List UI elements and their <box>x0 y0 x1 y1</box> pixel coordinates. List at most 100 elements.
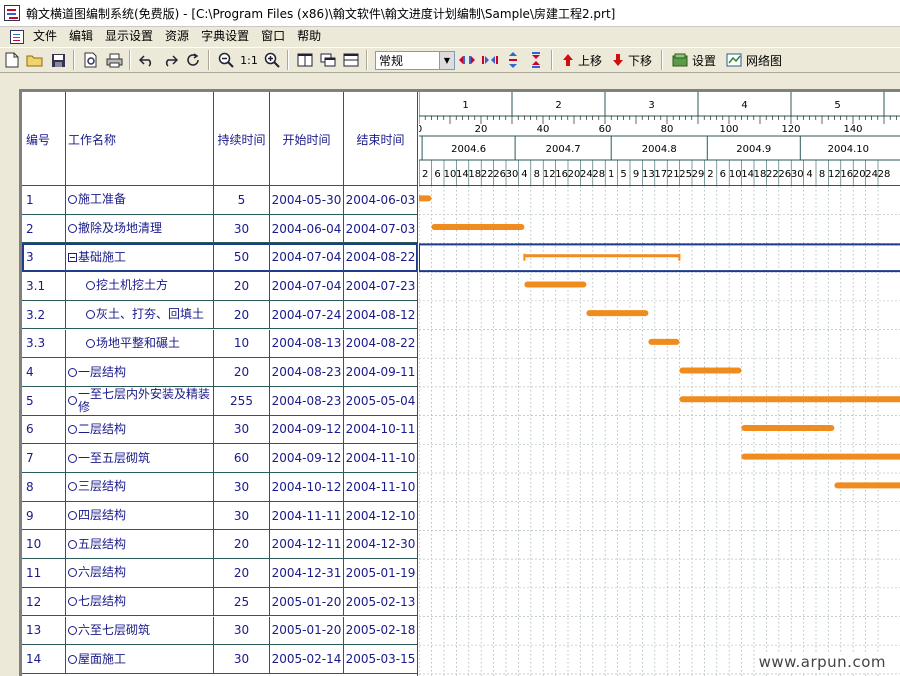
cell-duration[interactable]: 20 <box>214 559 270 587</box>
cell-start[interactable]: 2004-10-12 <box>270 473 344 501</box>
cell-duration[interactable]: 25 <box>214 587 270 616</box>
cell-start[interactable]: 2004-08-23 <box>270 358 344 386</box>
cell-id[interactable]: 2 <box>22 214 66 243</box>
header-id[interactable]: 编号 <box>22 92 66 186</box>
view-mode-select[interactable]: 常规 ▼ <box>375 50 455 70</box>
cell-id[interactable]: 4 <box>22 358 66 386</box>
table-row[interactable]: 3.3 场地平整和碾土 10 2004-08-13 2004-08-22 <box>22 329 417 359</box>
expand-vertical-button[interactable] <box>502 49 524 71</box>
cell-name[interactable]: 七层结构 <box>66 587 214 616</box>
cell-id[interactable]: 9 <box>22 501 66 530</box>
cell-start[interactable]: 2004-05-30 <box>270 186 344 214</box>
table-row[interactable]: 3.1 挖土机挖土方 20 2004-07-04 2004-07-23 <box>22 272 417 301</box>
refresh-button[interactable] <box>182 49 204 71</box>
cell-id[interactable]: 8 <box>22 473 66 501</box>
new-file-button[interactable] <box>1 49 23 71</box>
table-row[interactable]: 3.2 灰土、打夯、回填土 20 2004-07-24 2004-08-12 <box>22 300 417 330</box>
print-button[interactable] <box>103 49 125 71</box>
menu-edit[interactable]: 编辑 <box>69 29 94 43</box>
table-row[interactable]: 6 二层结构 30 2004-09-12 2004-10-11 <box>22 415 417 445</box>
menu-window[interactable]: 窗口 <box>261 29 286 43</box>
cell-name[interactable]: 三层结构 <box>66 473 214 501</box>
menu-display-settings[interactable]: 显示设置 <box>105 29 154 43</box>
cell-duration[interactable]: 30 <box>214 616 270 645</box>
cell-duration[interactable]: 30 <box>214 501 270 530</box>
cell-end[interactable]: 2004-09-11 <box>344 358 417 386</box>
cell-id[interactable]: 11 <box>22 559 66 587</box>
cell-name[interactable]: 四层结构 <box>66 501 214 530</box>
zoom-out-button[interactable] <box>215 49 237 71</box>
chevron-down-icon[interactable]: ▼ <box>439 51 454 69</box>
table-row[interactable]: 11 六层结构 20 2004-12-31 2005-01-19 <box>22 559 417 588</box>
cell-name[interactable]: 一层结构 <box>66 358 214 386</box>
cell-name[interactable]: 六至七层砌筑 <box>66 616 214 645</box>
open-file-button[interactable] <box>24 49 46 71</box>
cell-start[interactable]: 2004-11-11 <box>270 501 344 530</box>
cell-start[interactable]: 2004-08-13 <box>270 329 344 358</box>
move-up-button[interactable]: 上移 <box>557 49 607 71</box>
print-preview-button[interactable] <box>80 49 102 71</box>
cell-name[interactable]: 施工准备 <box>66 186 214 214</box>
cell-start[interactable]: 2004-08-23 <box>270 386 344 415</box>
cell-duration[interactable]: 20 <box>214 530 270 559</box>
task-bar[interactable] <box>648 338 680 345</box>
cell-name[interactable]: 一至七层内外安装及精装修 <box>66 386 214 415</box>
cell-duration[interactable]: 5 <box>214 186 270 214</box>
cell-duration[interactable]: 50 <box>214 243 270 272</box>
cell-id[interactable]: 13 <box>22 616 66 645</box>
cell-name[interactable]: 基础施工 <box>66 243 214 272</box>
cell-name[interactable]: 五层结构 <box>66 530 214 559</box>
cell-id[interactable]: 6 <box>22 415 66 444</box>
cell-duration[interactable]: 30 <box>214 473 270 501</box>
cell-end[interactable]: 2004-12-10 <box>344 502 417 530</box>
table-row[interactable]: 1 施工准备 5 2004-05-30 2004-06-03 <box>22 186 417 215</box>
cell-end[interactable]: 2004-12-30 <box>344 530 417 558</box>
table-row[interactable]: 3 基础施工 50 2004-07-04 2004-08-22 <box>22 243 417 273</box>
split-vertical-button[interactable] <box>294 49 316 71</box>
header-duration[interactable]: 持续时间 <box>214 92 270 186</box>
cell-start[interactable]: 2004-09-12 <box>270 415 344 444</box>
table-row[interactable]: 12 七层结构 25 2005-01-20 2005-02-13 <box>22 587 417 617</box>
cell-start[interactable]: 2005-01-20 <box>270 587 344 616</box>
cell-name[interactable]: 六层结构 <box>66 559 214 587</box>
expand-horizontal-button[interactable] <box>456 49 478 71</box>
cell-id[interactable]: 1 <box>22 186 66 214</box>
zoom-in-button[interactable] <box>261 49 283 71</box>
cell-duration[interactable]: 30 <box>214 415 270 444</box>
cell-duration[interactable]: 30 <box>214 214 270 243</box>
task-bar[interactable] <box>741 424 835 431</box>
cell-id[interactable]: 3.1 <box>22 272 66 300</box>
table-row[interactable]: 14 屋面施工 30 2005-02-14 2005-03-15 <box>22 645 417 674</box>
cell-id[interactable]: 10 <box>22 530 66 559</box>
cell-duration[interactable]: 20 <box>214 358 270 386</box>
cell-name[interactable]: 二层结构 <box>66 415 214 444</box>
cell-name[interactable]: 撤除及场地清理 <box>66 214 214 243</box>
table-row[interactable]: 5 一至七层内外安装及精装修 255 2004-08-23 2005-05-04 <box>22 386 417 416</box>
save-button[interactable] <box>47 49 69 71</box>
cell-start[interactable]: 2004-07-24 <box>270 300 344 329</box>
cell-start[interactable]: 2004-06-04 <box>270 214 344 243</box>
table-row[interactable]: 7 一至五层砌筑 60 2004-09-12 2004-11-10 <box>22 444 417 473</box>
cell-duration[interactable]: 10 <box>214 329 270 358</box>
cell-duration[interactable]: 20 <box>214 300 270 329</box>
split-horizontal-button[interactable] <box>340 49 362 71</box>
settings-button[interactable]: 设置 <box>667 49 721 71</box>
cell-id[interactable]: 12 <box>22 587 66 616</box>
cell-start[interactable]: 2004-12-31 <box>270 559 344 587</box>
cell-duration[interactable]: 20 <box>214 272 270 300</box>
cell-end[interactable]: 2005-05-04 <box>344 387 417 415</box>
task-bar[interactable] <box>419 195 432 202</box>
menu-file[interactable]: 文件 <box>33 29 58 43</box>
cell-end[interactable]: 2005-02-13 <box>344 588 417 616</box>
menu-dictionary-settings[interactable]: 字典设置 <box>201 29 250 43</box>
cell-end[interactable]: 2005-03-15 <box>344 645 417 673</box>
cascade-windows-button[interactable] <box>317 49 339 71</box>
redo-button[interactable] <box>159 49 181 71</box>
cell-id[interactable]: 5 <box>22 386 66 415</box>
zoom-ratio-button[interactable]: 1:1 <box>240 53 258 67</box>
task-bar[interactable] <box>679 367 742 374</box>
cell-start[interactable]: 2004-07-04 <box>270 243 344 272</box>
task-bar[interactable] <box>741 453 900 460</box>
cell-end[interactable]: 2004-08-12 <box>344 301 417 329</box>
cell-end[interactable]: 2005-01-19 <box>344 559 417 587</box>
